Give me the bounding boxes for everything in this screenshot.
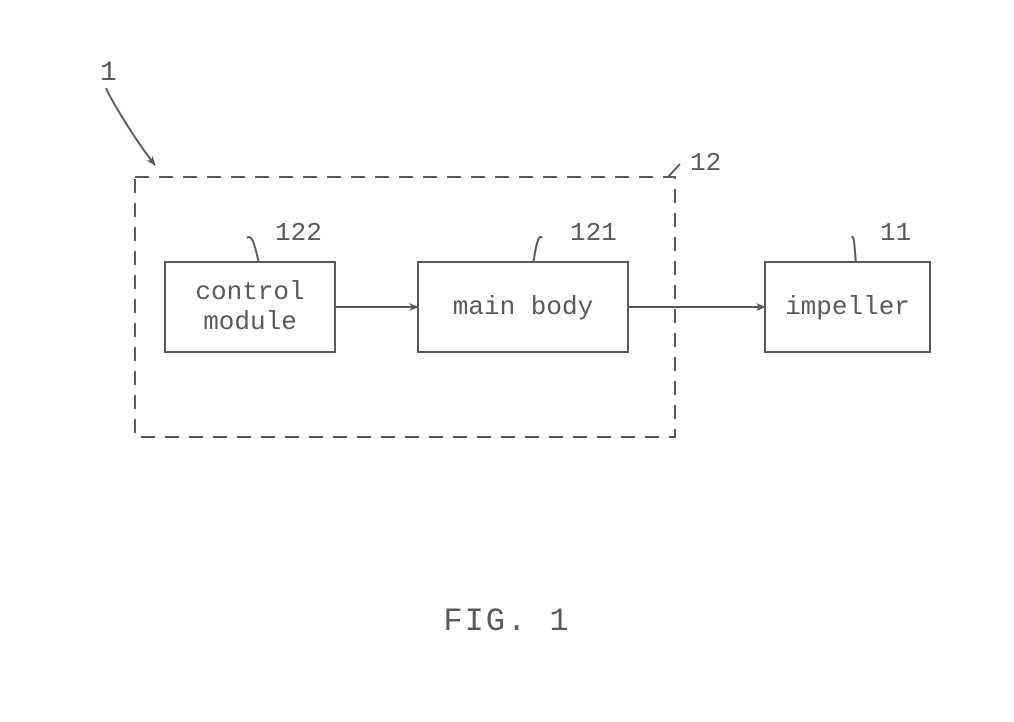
impeller-label: impeller [785, 292, 910, 322]
assembly-ref-label: 1 [100, 58, 117, 89]
ref-label-12: 12 [690, 148, 721, 178]
block-diagram: 12controlmodule122main body121impeller11… [0, 0, 1014, 722]
control-module-label: module [203, 307, 297, 337]
control-module-ref-label: 122 [275, 218, 322, 248]
control-module-label: control [195, 277, 304, 307]
main-body-ref-label: 121 [570, 218, 617, 248]
main-body-label: main body [453, 292, 593, 322]
figure-caption: FIG. 1 [443, 603, 570, 640]
impeller-ref-label: 11 [880, 218, 911, 248]
